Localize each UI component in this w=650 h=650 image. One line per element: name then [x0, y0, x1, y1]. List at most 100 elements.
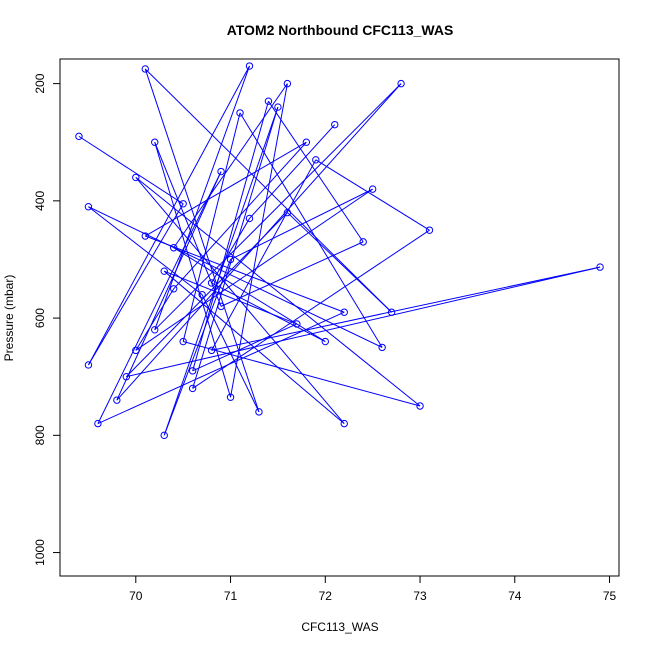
series-line-segment: [97, 171, 222, 424]
data-point: [113, 396, 121, 404]
data-point: [596, 263, 604, 271]
data-point: [160, 267, 168, 275]
data-point: [179, 337, 187, 346]
series-line-segment: [230, 188, 373, 260]
data-point: [141, 232, 149, 240]
data-point: [226, 393, 235, 401]
series-line-segment: [211, 282, 326, 342]
x-tick-label: 71: [224, 589, 238, 603]
data-point: [169, 244, 178, 252]
data-point: [283, 79, 292, 88]
y-axis-label: Pressure (mbar): [2, 275, 16, 362]
y-tick-label: 800: [33, 425, 47, 445]
x-tick-label: 70: [129, 589, 143, 603]
plot-frame: [59, 58, 620, 577]
data-point: [236, 109, 244, 117]
series-line-segment: [88, 206, 203, 296]
y-tick-label: 400: [33, 191, 47, 211]
data-point: [75, 132, 83, 141]
data-point: [217, 167, 225, 176]
series-line-segment: [154, 83, 402, 331]
series-line-segment: [145, 235, 345, 313]
data-point: [340, 308, 348, 316]
data-point: [425, 226, 434, 234]
series-line-segment: [163, 270, 345, 424]
data-point: [321, 337, 329, 346]
series-line-segment: [144, 68, 260, 413]
x-tick-label: 74: [508, 589, 522, 603]
data-point: [255, 408, 263, 416]
x-tick-label: 75: [603, 589, 617, 603]
data-point: [245, 62, 254, 70]
data-point: [122, 373, 131, 381]
data-point: [132, 173, 140, 182]
series-line-segment: [173, 247, 326, 342]
series-line-segment: [211, 218, 250, 284]
series-line-segment: [173, 83, 288, 249]
data-point: [283, 208, 292, 217]
data-point: [416, 402, 424, 410]
data-point: [312, 156, 320, 164]
data-point: [151, 326, 159, 334]
data-point: [274, 103, 282, 111]
series-line-segment: [135, 288, 175, 351]
data-point: [169, 285, 178, 293]
series-line-segment: [182, 112, 241, 342]
data-point: [397, 79, 405, 88]
series-line-segment: [249, 124, 336, 219]
series-line-segment: [239, 112, 383, 348]
series-line-segment: [78, 135, 184, 205]
data-point: [198, 290, 206, 299]
series-line-segment: [116, 171, 222, 401]
series-line-segment: [230, 83, 288, 398]
x-axis-label: CFC113_WAS: [301, 620, 378, 634]
data-point: [84, 203, 93, 211]
series-line-segment: [220, 241, 364, 307]
y-tick-label: 1000: [33, 539, 47, 566]
x-tick-label: 73: [413, 589, 427, 603]
data-point: [207, 279, 216, 287]
series-line-segment: [192, 106, 279, 389]
series-line-segment: [315, 159, 430, 231]
series-line-segment: [135, 177, 421, 407]
series-line-segment: [87, 65, 250, 366]
data-point: [378, 343, 386, 352]
series-line-segment: [268, 100, 364, 243]
series-line-segment: [125, 212, 288, 378]
y-axis: 200 400 600 800 1000: [33, 73, 60, 566]
data-point: [293, 320, 301, 328]
data-point: [302, 138, 311, 146]
series-line-segment: [126, 266, 601, 378]
series-line-segment: [154, 65, 250, 330]
series-line-segment: [211, 159, 317, 351]
series-line-segment: [192, 229, 430, 389]
data-point: [217, 302, 225, 311]
data-point: [151, 138, 159, 146]
series-line-segment: [135, 188, 373, 351]
data-point: [179, 200, 187, 208]
data-point: [160, 431, 168, 440]
x-axis: 70 71 72 73 74 75: [129, 576, 617, 603]
data-point: [245, 214, 254, 223]
series-line-segment: [163, 259, 232, 436]
data-point: [387, 308, 396, 316]
data-point: [226, 255, 235, 264]
series-line-segment: [211, 266, 601, 351]
data-point: [359, 238, 367, 246]
data-point: [331, 120, 339, 129]
x-tick-label: 72: [319, 589, 333, 603]
chart-title: ATOM2 Northbound CFC113_WAS: [227, 22, 454, 38]
data-point: [207, 346, 216, 355]
series-line-segment: [192, 101, 269, 371]
data-point: [264, 97, 273, 105]
data-layer: [75, 62, 604, 440]
data-point: [141, 65, 149, 73]
data-point: [340, 419, 348, 428]
series-line-segment: [154, 142, 222, 307]
series-line-segment: [87, 203, 184, 366]
data-point: [94, 419, 102, 428]
data-point: [84, 361, 93, 369]
series-line-segment: [135, 177, 345, 424]
series-line-segment: [88, 206, 383, 348]
